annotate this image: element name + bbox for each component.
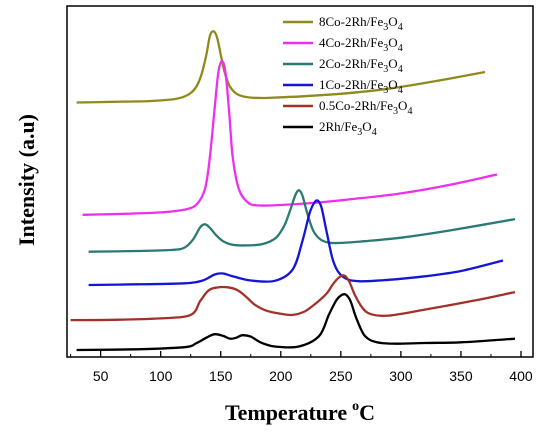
x-axis-title-unit: C	[359, 400, 375, 425]
legend-label-3: 2Co-2Rh/Fe3O4	[319, 56, 403, 75]
x-tick-label-250: 250	[329, 368, 353, 384]
x-axis-title: Temperature oC	[225, 399, 375, 425]
series-line-5	[70, 274, 516, 322]
x-tick-label-150: 150	[209, 368, 233, 384]
series-layer	[70, 30, 516, 352]
x-tick-label-100: 100	[149, 368, 173, 384]
legend-label-4: 1Co-2Rh/Fe3O4	[319, 77, 403, 96]
series-line-1	[76, 30, 486, 104]
x-axis-ticks: 50 100 150 200 250 300 350 400	[70, 351, 533, 384]
x-axis-title-label: Temperature	[225, 400, 347, 425]
legend-label-5: 0.5Co-2Rh/Fe3O4	[319, 98, 412, 117]
y-axis-title: Intensity (a.u)	[14, 114, 39, 246]
legend-label-1: 8Co-2Rh/Fe3O4	[319, 14, 403, 33]
series-line-6	[76, 292, 516, 352]
legend-label-2: 4Co-2Rh/Fe3O4	[319, 35, 403, 54]
x-tick-label-50: 50	[93, 368, 109, 384]
series-line-2	[82, 59, 498, 216]
x-axis-title-unit-degree: o	[352, 399, 359, 414]
series-line-4	[88, 199, 504, 287]
x-tick-label-400: 400	[509, 368, 533, 384]
x-tick-label-300: 300	[389, 368, 413, 384]
plot-frame	[66, 5, 534, 358]
legend-label-6: 2Rh/Fe3O4	[319, 119, 377, 138]
series-line-3	[88, 189, 516, 253]
legend: 8Co-2Rh/Fe3O4 4Co-2Rh/Fe3O4 2Co-2Rh/Fe3O4 1…	[283, 14, 412, 138]
x-tick-label-200: 200	[269, 368, 293, 384]
x-tick-label-350: 350	[449, 368, 473, 384]
